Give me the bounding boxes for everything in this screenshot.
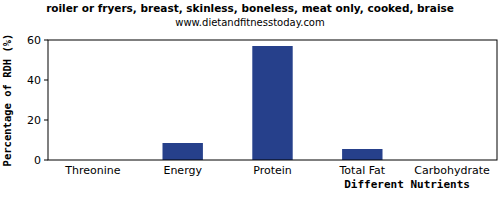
y-tick <box>44 40 48 41</box>
x-tick-label: Total Fat <box>339 164 386 177</box>
y-tick <box>44 80 48 81</box>
title: roiler or fryers, breast, skinless, bone… <box>46 2 454 14</box>
bar <box>162 143 202 160</box>
bars <box>162 46 382 160</box>
chart: roiler or fryers, breast, skinless, bone… <box>0 0 500 200</box>
x-tick-label: Threonine <box>64 164 120 177</box>
x-tick-label: Protein <box>253 164 292 177</box>
x-tick-label: Energy <box>163 164 202 177</box>
y-axis-label: Percentage of RDH (%) <box>1 34 13 167</box>
subtitle: www.dietandfitnesstoday.com <box>175 17 324 28</box>
plot-frame <box>48 40 497 160</box>
y-tick-label: 40 <box>27 74 41 87</box>
bar <box>252 46 292 160</box>
y-tick-label: 60 <box>27 34 41 47</box>
bar <box>342 149 382 160</box>
y-tick-label: 20 <box>27 114 41 127</box>
x-axis-label: Different Nutrients <box>344 178 470 191</box>
y-tick <box>44 120 48 121</box>
x-tick-label: Carbohydrate <box>414 164 490 177</box>
y-tick-label: 0 <box>34 154 41 167</box>
y-tick <box>44 160 48 161</box>
